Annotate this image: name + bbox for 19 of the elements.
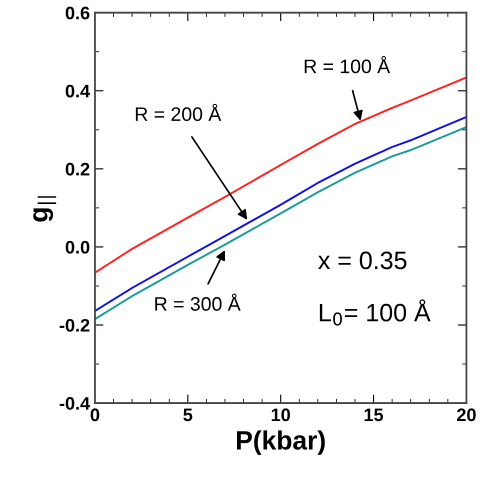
annotation: R = 200 Å: [136, 104, 222, 122]
x-tick-label: 15: [364, 408, 384, 422]
y-tick-label: 0.0: [66, 240, 90, 254]
annotation: R = 300 Å: [155, 294, 241, 311]
x-tick-label: 5: [183, 408, 192, 422]
y-tick-label: 0.6: [66, 6, 90, 20]
y-tick-label: 0.4: [66, 84, 90, 98]
y-tick-label: -0.2: [60, 318, 90, 332]
y-tick-label: -0.4: [60, 397, 90, 410]
y-tick-label: 0.2: [66, 162, 90, 176]
annotation: L$_{0}$= 100 Å: [320, 299, 431, 326]
annotation: x = 0.35: [318, 252, 406, 270]
x-tick-label: 20: [457, 408, 476, 422]
y-axis-title: g$_{||}$: [33, 196, 56, 222]
annotation: R = 100 Å: [304, 56, 390, 74]
line-series: [94, 76, 466, 274]
x-tick-label: 10: [272, 408, 290, 422]
x-tick-label: 0: [90, 408, 100, 422]
x-axis-title: P(kbar): [236, 430, 325, 455]
